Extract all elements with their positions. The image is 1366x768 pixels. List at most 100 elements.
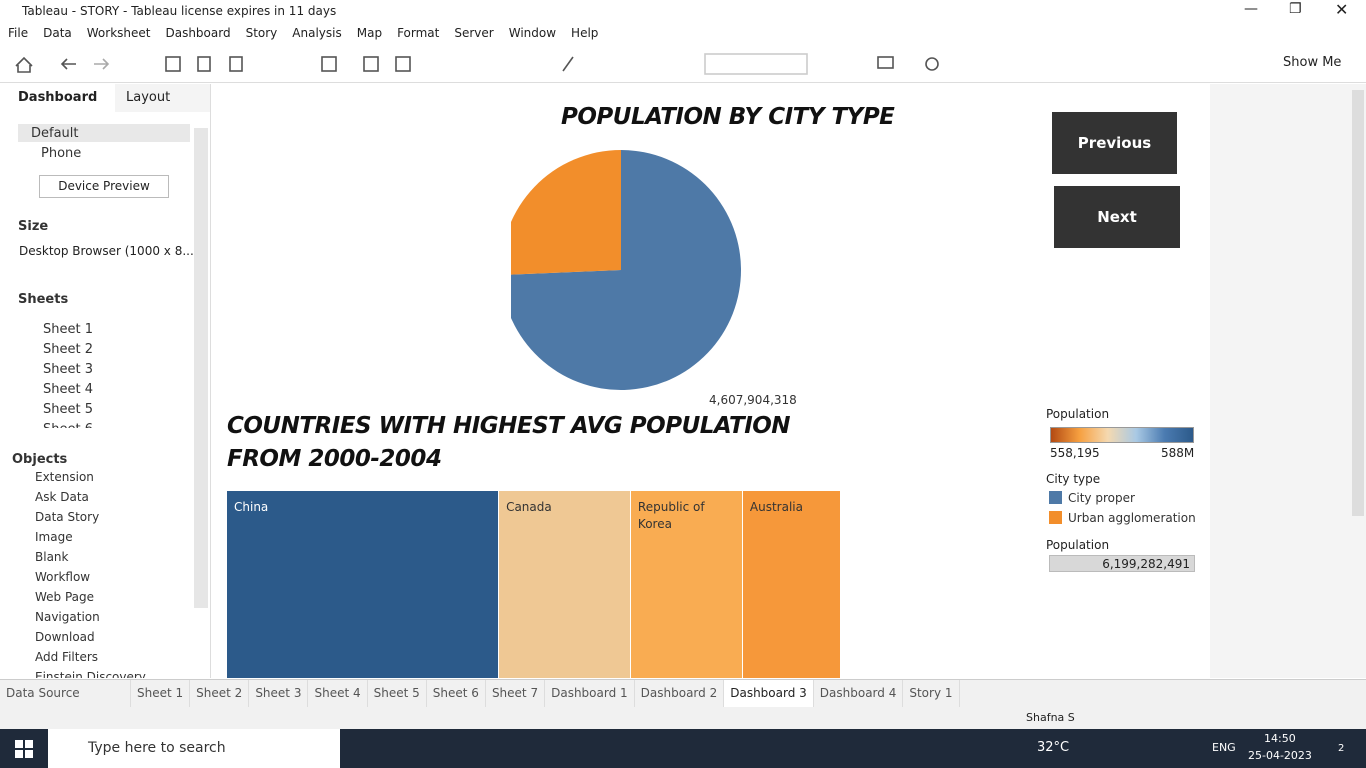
notifications[interactable]: 2 (1338, 743, 1345, 754)
object-item[interactable]: Add Filters (35, 650, 99, 664)
section-label: Size (18, 219, 49, 234)
toolbar-icons (15, 53, 939, 75)
treemap-title: COUNTRIES WITH HIGHEST AVG POPULATION FR… (227, 413, 791, 472)
dashboard-canvas: POPULATION BY CITY TYPE 4,607,904,3181,5… (211, 84, 1210, 678)
size-select[interactable]: Desktop Browser (1000 x 8... (19, 244, 194, 258)
treemap-tile[interactable]: Australia (742, 491, 840, 678)
object-item[interactable]: Workflow (35, 570, 91, 584)
sheet-tab[interactable]: Dashboard 4 (814, 680, 904, 707)
search-placeholder: Type here to search (88, 740, 226, 756)
sheet-tab[interactable]: Sheet 3 (249, 680, 309, 707)
sheet-tab[interactable]: Data Source (0, 680, 131, 707)
legend-label[interactable]: Urban agglomeration (1068, 511, 1196, 525)
device-preview-button[interactable]: Device Preview (39, 175, 169, 198)
pie-title: POPULATION BY CITY TYPE (561, 104, 895, 130)
user[interactable]: Shafna S (1026, 711, 1075, 724)
layout-tab[interactable]: Layout (115, 84, 210, 112)
clock-date: 25-04-2023 (1248, 749, 1312, 762)
menu-item[interactable]: File (8, 26, 29, 40)
window-title: Tableau - STORY - Tableau license expire… (22, 4, 337, 18)
legend-title: City type (1046, 472, 1101, 486)
total-value: 6,199,282,491 (1049, 555, 1195, 572)
menu-item[interactable]: Story (245, 26, 278, 40)
object-item[interactable]: Extension (35, 470, 94, 484)
section-label: Sheets (18, 292, 69, 307)
menu-item[interactable]: Server (454, 26, 494, 40)
legend-swatch[interactable] (1049, 511, 1062, 524)
object-item[interactable]: Einstein Discovery (35, 670, 146, 678)
sheet-tab[interactable]: Sheet 1 (131, 680, 191, 707)
object-item[interactable]: Image (35, 530, 73, 544)
show-me[interactable]: Show Me (1283, 55, 1342, 70)
minimize[interactable]: — (1244, 1, 1258, 17)
tile-label: Australia (749, 500, 803, 514)
pie-slice (511, 150, 741, 390)
close[interactable]: ✕ (1335, 0, 1349, 19)
sheet-tab[interactable]: Story 1 (903, 680, 960, 707)
sheet-tab[interactable]: Sheet 5 (368, 680, 427, 707)
legend-swatch[interactable] (1049, 491, 1062, 504)
object-item[interactable]: Navigation (35, 610, 100, 624)
device[interactable]: Default (31, 126, 79, 141)
menu-bar: File Data Worksheet Dashboard Story Analysis M… (0, 22, 1366, 44)
sheet-item[interactable]: Sheet 5 (43, 402, 93, 417)
menu-item[interactable]: Analysis (292, 26, 342, 40)
dashboard-tab[interactable]: Dashboard (0, 84, 115, 112)
next-button[interactable]: Next (1054, 186, 1180, 248)
treemap-tile[interactable]: Canada (499, 491, 630, 678)
sheet-item[interactable]: Sheet 1 (43, 322, 93, 337)
menu-item[interactable]: Worksheet (86, 26, 151, 40)
pie-chart: 4,607,904,3181,591,378,173 (511, 150, 797, 407)
object-item[interactable]: Download (35, 630, 95, 644)
status-bar: Shafna S (0, 707, 1366, 729)
menu-item[interactable]: Dashboard (165, 26, 231, 40)
legend-title: Population (1046, 407, 1110, 421)
sheet-tab[interactable]: Sheet 2 (190, 680, 250, 707)
sheet-tab[interactable]: Sheet 4 (308, 680, 368, 707)
sheet-tab[interactable]: Sheet 6 (427, 680, 486, 707)
sheet-tab[interactable]: Sheet 7 (486, 680, 546, 707)
menu-item[interactable]: Window (508, 26, 557, 40)
object-item[interactable]: Data Story (35, 510, 100, 524)
side-panel: Dashboard Layout Default Phone Device Pr… (0, 84, 211, 678)
object-item[interactable]: Web Page (35, 590, 95, 604)
object-item[interactable]: Ask Data (35, 490, 89, 504)
title-bar: Tableau - STORY - Tableau license expire… (0, 0, 1366, 22)
sheet-tab[interactable]: Dashboard 1 (545, 680, 635, 707)
sheet-item[interactable]: Sheet 6 (43, 422, 93, 428)
tile-label: Canada (506, 500, 552, 514)
menu-item[interactable]: Help (571, 26, 599, 40)
legend-max: 588M (1161, 446, 1195, 460)
taskbar: Type here to search 32°C ENG 14:50 25-04… (0, 729, 1366, 768)
menu-item[interactable]: Format (397, 26, 440, 40)
pie-slice (511, 150, 621, 275)
previous-button[interactable]: Previous (1052, 112, 1177, 174)
color-ramp (1050, 427, 1194, 443)
weather: 32°C (1037, 740, 1070, 755)
sheet-item[interactable]: Sheet 4 (43, 382, 93, 397)
treemap: China Canada Republic of Korea Australia (227, 491, 841, 678)
legend-label[interactable]: City proper (1068, 491, 1135, 505)
right-margin (1210, 84, 1366, 678)
sheet-item[interactable]: Sheet 3 (43, 362, 93, 377)
device[interactable]: Phone (41, 146, 82, 161)
clock-time: 14:50 (1264, 732, 1296, 745)
start[interactable] (15, 740, 33, 758)
treemap-tile[interactable]: China (227, 491, 499, 678)
section-label: Objects (12, 452, 68, 467)
search-box[interactable]: Type here to search (48, 729, 340, 768)
legend-min: 558,195 (1050, 446, 1100, 460)
sheet-tab[interactable]: Dashboard 2 (635, 680, 725, 707)
value-label: 4,607,904,318 (709, 393, 797, 407)
sheet-item[interactable]: Sheet 2 (43, 342, 93, 357)
treemap-tile[interactable]: Republic of Korea (630, 491, 742, 678)
legend-title: Population (1046, 538, 1110, 552)
menu-item[interactable]: Map (356, 26, 383, 40)
menu-item[interactable]: Data (43, 26, 72, 40)
sheet-tab[interactable]: Dashboard 3 (724, 680, 814, 709)
maximize[interactable]: ❐ (1289, 1, 1302, 17)
object-item[interactable]: Blank (35, 550, 69, 564)
language: ENG (1212, 741, 1236, 754)
